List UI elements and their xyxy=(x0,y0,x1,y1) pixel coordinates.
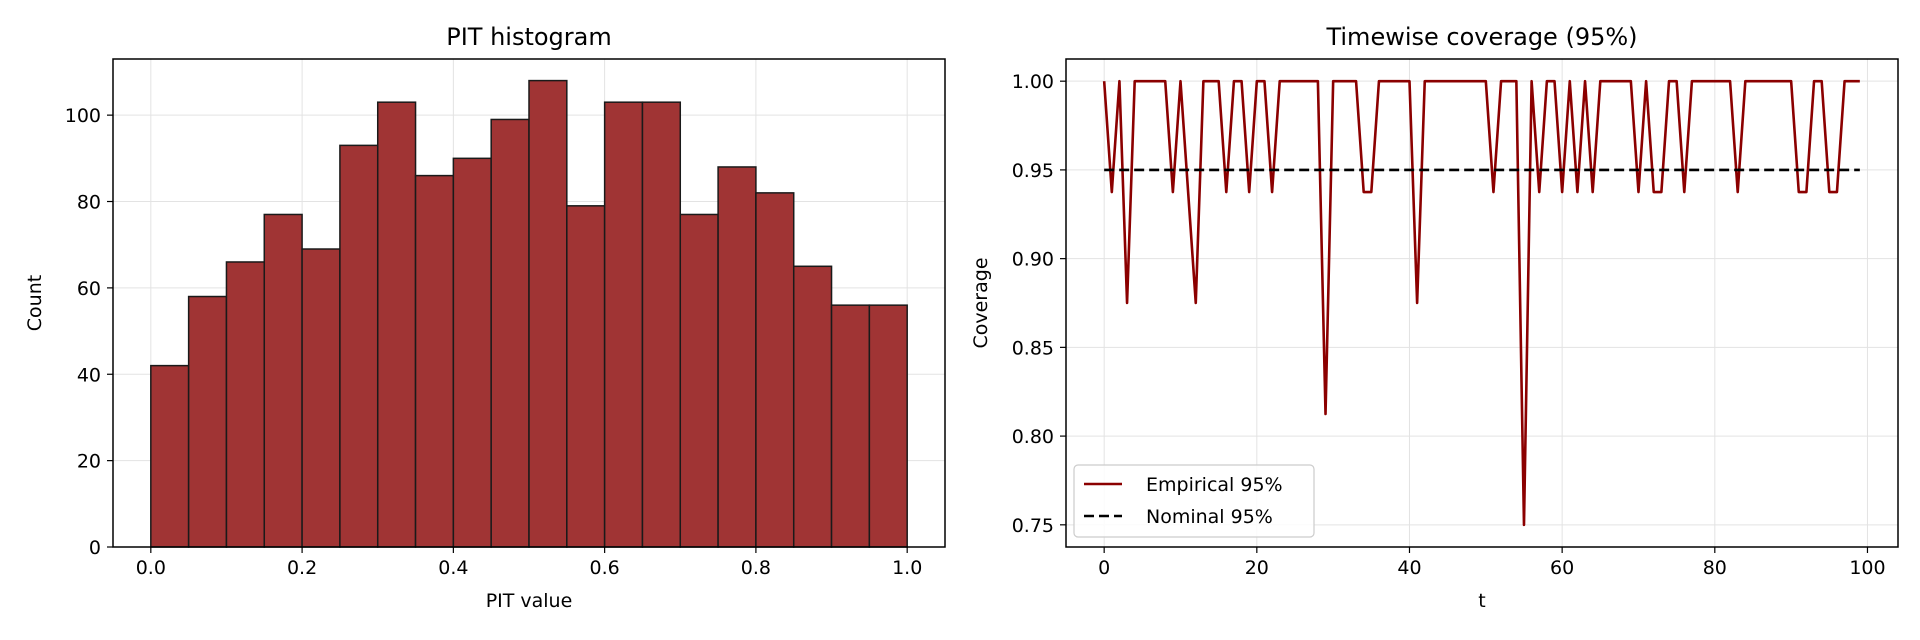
coverage-title: Timewise coverage (95%) xyxy=(1325,23,1637,51)
pit-x-tick-label: 0.4 xyxy=(438,557,468,579)
coverage-grid xyxy=(1066,59,1898,547)
pit-histogram-bar xyxy=(528,79,568,548)
pit-y-tick-label: 80 xyxy=(77,192,101,214)
pit-histogram-bars xyxy=(150,79,908,548)
legend-label-empirical: Empirical 95% xyxy=(1146,474,1283,496)
pit-x-tick-label: 0.8 xyxy=(741,557,771,579)
pit-histogram-axes-frame xyxy=(112,58,946,548)
coverage-y-ticks: 0.75 0.80 0.85 0.90 0.95 1.00 xyxy=(1012,71,1066,537)
pit-y-tick-label: 100 xyxy=(65,105,101,127)
pit-histogram-bar xyxy=(376,101,417,548)
pit-histogram-title: PIT histogram xyxy=(446,23,612,51)
pit-histogram-bar xyxy=(150,364,190,548)
pit-histogram-bar xyxy=(717,166,757,548)
pit-histogram-bar xyxy=(339,144,379,548)
coverage-y-tick-label: 0.80 xyxy=(1012,426,1054,448)
legend-box xyxy=(1073,464,1315,538)
pit-histogram-panel: PIT histogram 0.0 0.2 0.4 0.6 0.8 1.0 0 20 40 60… xyxy=(24,23,946,612)
coverage-x-tick-label: 80 xyxy=(1703,557,1727,579)
coverage-y-tick-label: 0.95 xyxy=(1012,160,1054,182)
pit-histogram-y-ticks: 0 20 40 60 80 100 xyxy=(65,105,113,559)
coverage-x-tick-label: 0 xyxy=(1098,557,1110,579)
coverage-x-tick-label: 40 xyxy=(1397,557,1421,579)
coverage-panel: Timewise coverage (95%) 0 20 40 60 80 100 0.7… xyxy=(970,23,1899,612)
coverage-x-tick-label: 20 xyxy=(1245,557,1269,579)
pit-histogram-bar xyxy=(641,101,682,548)
coverage-y-axis-label: Coverage xyxy=(970,257,992,348)
pit-histogram-bar xyxy=(868,304,908,548)
pit-x-tick-label: 0.6 xyxy=(590,557,620,579)
pit-histogram-bar xyxy=(490,118,530,548)
coverage-y-tick-label: 0.90 xyxy=(1012,249,1054,271)
coverage-y-tick-label: 0.75 xyxy=(1012,515,1054,537)
pit-histogram-y-axis-label: Count xyxy=(24,275,46,331)
coverage-axes-frame xyxy=(1065,58,1899,548)
empirical-coverage-line xyxy=(1102,79,1860,527)
coverage-x-axis-label: t xyxy=(1478,590,1485,612)
pit-histogram-bar xyxy=(414,174,455,548)
coverage-x-tick-label: 100 xyxy=(1849,557,1885,579)
pit-histogram-x-ticks: 0.0 0.2 0.4 0.6 0.8 1.0 xyxy=(136,547,922,579)
pit-x-tick-label: 1.0 xyxy=(892,557,922,579)
pit-histogram-bar xyxy=(452,157,492,548)
pit-histogram-bar xyxy=(566,205,606,548)
coverage-y-tick-label: 1.00 xyxy=(1012,71,1054,93)
coverage-legend: Empirical 95% Nominal 95% xyxy=(1073,464,1315,538)
coverage-y-tick-label: 0.85 xyxy=(1012,337,1054,359)
pit-histogram-x-axis-label: PIT value xyxy=(486,590,573,612)
pit-histogram-bar xyxy=(792,265,833,548)
coverage-lines xyxy=(1102,79,1860,527)
pit-histogram-bar xyxy=(679,213,719,548)
pit-y-tick-label: 20 xyxy=(77,451,101,473)
legend-label-nominal: Nominal 95% xyxy=(1146,506,1273,528)
coverage-x-ticks: 0 20 40 60 80 100 xyxy=(1098,547,1886,579)
pit-x-tick-label: 0.2 xyxy=(287,557,317,579)
pit-x-tick-label: 0.0 xyxy=(136,557,166,579)
pit-histogram-bar xyxy=(830,304,871,548)
pit-histogram-bar xyxy=(263,213,303,548)
pit-y-tick-label: 60 xyxy=(77,278,101,300)
pit-histogram-bar xyxy=(301,248,341,548)
pit-y-tick-label: 0 xyxy=(89,537,101,559)
coverage-x-tick-label: 60 xyxy=(1550,557,1574,579)
pit-y-tick-label: 40 xyxy=(77,364,101,386)
pit-histogram-bar xyxy=(187,295,228,548)
pit-histogram-bar xyxy=(603,101,644,548)
pit-histogram-bar xyxy=(225,261,266,548)
pit-histogram-bar xyxy=(755,192,795,548)
